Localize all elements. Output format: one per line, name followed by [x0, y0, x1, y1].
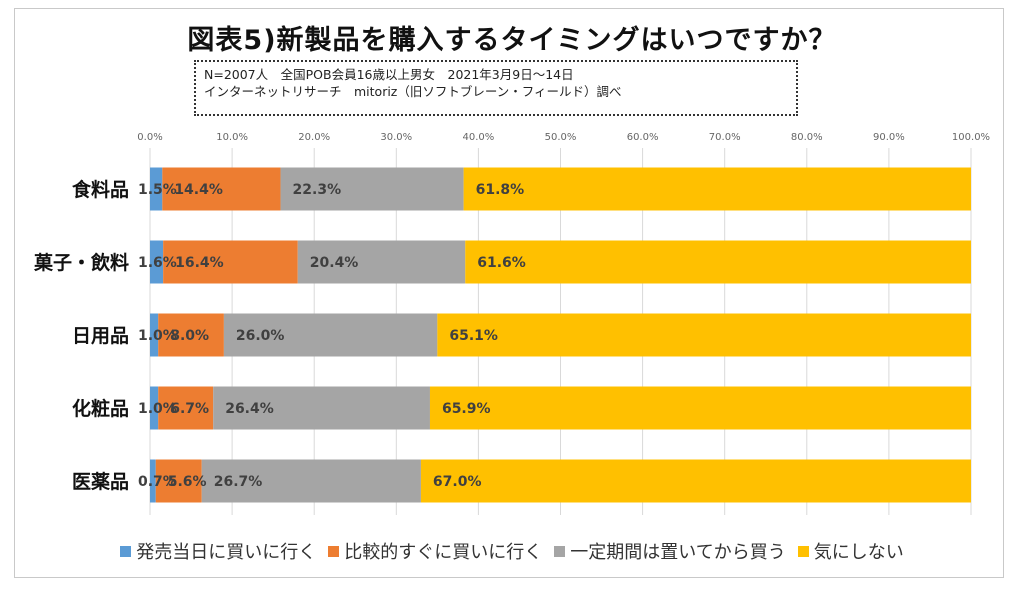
- bar-segment: [420, 459, 971, 503]
- category-label: 菓子・飲料: [33, 251, 129, 274]
- bar-segment: [429, 386, 971, 430]
- bar-segment: [437, 313, 972, 357]
- bar-segment: [150, 386, 159, 430]
- data-label: 26.7%: [214, 474, 263, 490]
- data-label: 1.5%: [138, 182, 177, 198]
- bar-segment: [465, 240, 971, 284]
- category-label: 医薬品: [72, 470, 129, 493]
- legend-item: 一定期間は置いてから買う: [554, 538, 786, 564]
- data-label: 65.9%: [442, 401, 491, 417]
- legend-label: 発売当日に買いに行く: [136, 542, 317, 563]
- survey-note: N=2007人 全国POB会員16歳以上男女 2021年3月9日～14日 インタ…: [194, 60, 798, 116]
- category-label: 食料品: [72, 178, 129, 201]
- data-label: 6.7%: [170, 401, 209, 417]
- x-tick-label: 60.0%: [627, 132, 659, 143]
- data-label: 61.6%: [477, 255, 526, 271]
- legend-item: 気にしない: [797, 538, 904, 564]
- legend-label: 気にしない: [813, 542, 904, 563]
- bar-segment: [150, 167, 163, 211]
- data-label: 67.0%: [433, 474, 482, 490]
- chart-title: 図表5)新製品を購入するタイミングはいつですか？: [187, 25, 837, 56]
- x-tick-label: 30.0%: [380, 132, 412, 143]
- chart-legend: 発売当日に買いに行く 比較的すぐに買いに行く 一定期間は置いてから買う 気にしない: [0, 538, 1024, 564]
- data-label: 16.4%: [175, 255, 224, 271]
- bar-segment: [150, 459, 156, 503]
- data-label: 65.1%: [449, 328, 498, 344]
- x-tick-label: 20.0%: [298, 132, 330, 143]
- bar-segment: [158, 313, 224, 357]
- data-label: 5.6%: [168, 474, 207, 490]
- bar-segment: [463, 167, 971, 211]
- x-tick-label: 10.0%: [216, 132, 248, 143]
- survey-note-line-1: N=2007人 全国POB会員16歳以上男女 2021年3月9日～14日: [204, 67, 574, 82]
- survey-note-line-2: インターネットリサーチ mitoriz（旧ソフトブレーン・フィールド）調べ: [204, 84, 622, 99]
- bar-segment: [155, 459, 202, 503]
- legend-label: 一定期間は置いてから買う: [570, 542, 786, 563]
- x-tick-label: 80.0%: [791, 132, 823, 143]
- data-label: 1.6%: [138, 255, 177, 271]
- x-tick-label: 90.0%: [873, 132, 905, 143]
- bar-segment: [162, 167, 281, 211]
- data-label: 61.8%: [476, 182, 525, 198]
- x-tick-label: 50.0%: [545, 132, 577, 143]
- legend-swatch: [554, 546, 566, 557]
- legend-swatch: [328, 546, 340, 557]
- x-tick-label: 40.0%: [463, 132, 495, 143]
- bar-segment: [223, 313, 438, 357]
- category-label: 日用品: [72, 325, 129, 347]
- legend-item: 比較的すぐに買いに行く: [328, 538, 542, 564]
- data-label: 8.0%: [170, 328, 209, 344]
- bar-segment: [201, 459, 421, 503]
- data-label: 20.4%: [310, 255, 359, 271]
- data-label: 1.0%: [138, 328, 177, 344]
- data-label: 26.4%: [225, 401, 274, 417]
- bar-segment: [150, 313, 159, 357]
- category-label: 化粧品: [72, 397, 129, 420]
- bar-segment: [158, 386, 214, 430]
- bar-segment: [213, 386, 430, 430]
- bar-segment: [297, 240, 466, 284]
- data-label: 26.0%: [236, 328, 285, 344]
- legend-swatch: [120, 546, 132, 557]
- bar-segment: [150, 240, 164, 284]
- data-label: 22.3%: [293, 182, 342, 198]
- data-label: 1.0%: [138, 401, 177, 417]
- x-tick-label: 100.0%: [952, 132, 990, 143]
- data-label: 0.7%: [138, 474, 177, 490]
- bar-segment: [163, 240, 298, 284]
- data-label: 14.4%: [174, 182, 223, 198]
- legend-swatch: [797, 546, 809, 557]
- bar-segment: [280, 167, 464, 211]
- x-tick-label: 0.0%: [137, 132, 162, 143]
- x-tick-label: 70.0%: [709, 132, 741, 143]
- legend-item: 発売当日に買いに行く: [120, 538, 316, 564]
- legend-label: 比較的すぐに買いに行く: [344, 542, 543, 563]
